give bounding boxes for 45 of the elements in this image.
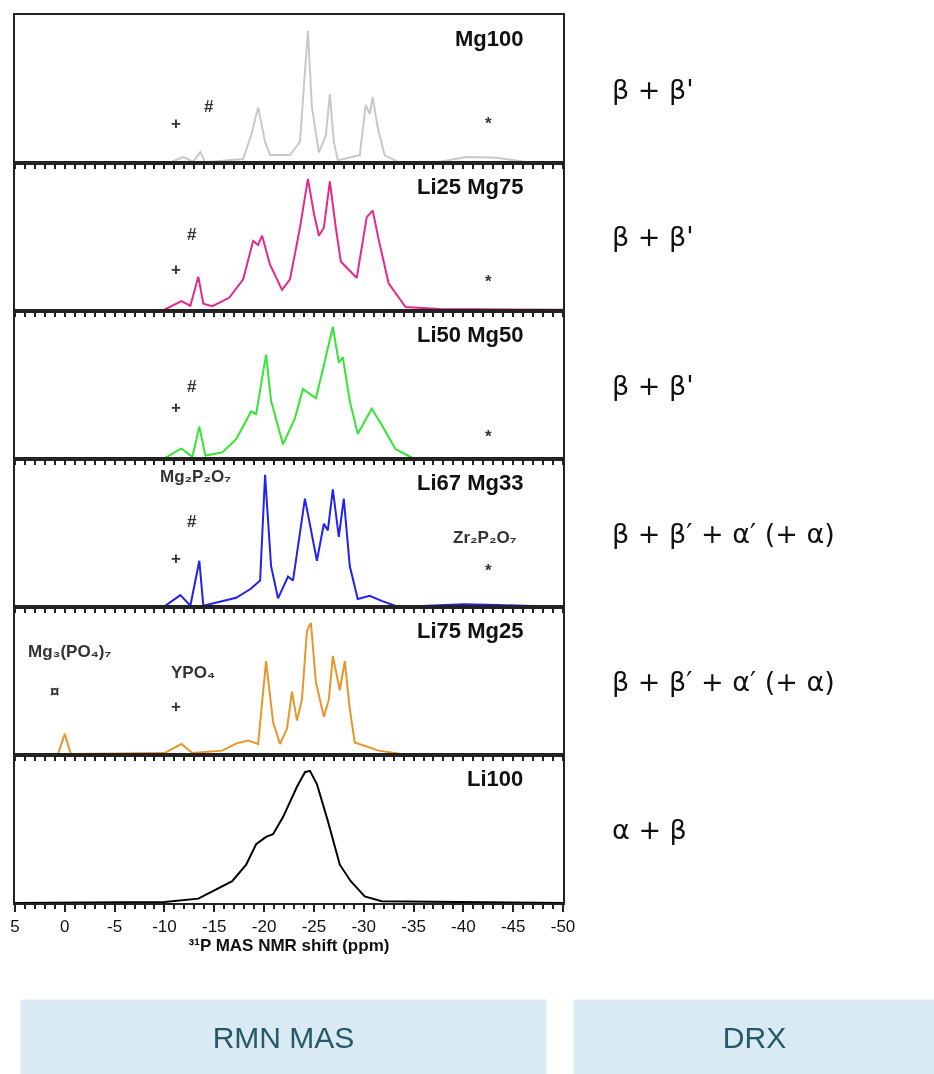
x-tick-label: -10 <box>152 917 177 937</box>
annotation: + <box>171 260 181 279</box>
text: α + β <box>612 814 687 845</box>
annotation: # <box>204 97 214 116</box>
annotation: * <box>485 561 492 580</box>
x-tick-label: -40 <box>451 917 476 937</box>
annotation: + <box>171 697 181 716</box>
annotation: # <box>187 225 197 244</box>
annotation: + <box>171 114 181 133</box>
text: DRX <box>722 1020 787 1054</box>
chart-title: Mg100 <box>455 26 524 51</box>
x-tick-label: -5 <box>107 917 123 937</box>
annotation: ¤ <box>50 682 60 701</box>
x-tick-label: -50 <box>550 917 576 937</box>
text: β + β' <box>612 370 694 401</box>
annotation: Zr₂P₂O₇ <box>453 528 517 547</box>
chart-title: Li25 Mg75 <box>417 174 524 199</box>
text: β + β′ + α′ (+ α) <box>612 666 835 697</box>
x-tick-label: -15 <box>201 917 227 937</box>
chart-title: Li50 Mg50 <box>417 322 524 347</box>
chart-title: Li75 Mg25 <box>417 618 524 643</box>
annotation: * <box>485 114 492 133</box>
annotation: + <box>171 398 181 417</box>
x-axis-title: ³¹P MAS NMR shift (ppm) <box>188 936 390 956</box>
x-tick-label: -45 <box>500 917 526 937</box>
text: β + β' <box>612 221 694 252</box>
annotation: * <box>485 427 492 446</box>
chart-title: Li67 Mg33 <box>417 470 524 495</box>
x-tick-label: -25 <box>301 917 327 937</box>
x-tick-label: -35 <box>401 917 426 937</box>
chart-title: Li100 <box>467 766 524 791</box>
x-tick-label: -30 <box>351 917 377 937</box>
annotation: YPO₄ <box>171 663 216 682</box>
x-tick-label: 5 <box>10 917 20 937</box>
annotation: # <box>187 377 197 396</box>
annotation: + <box>171 549 181 568</box>
annotation: Mg₂P₂O₇ <box>160 467 232 486</box>
x-tick-label: -20 <box>251 917 277 937</box>
x-tick-label: 0 <box>60 917 70 937</box>
text: β + β' <box>612 74 694 105</box>
text: β + β′ + α′ (+ α) <box>612 518 835 549</box>
text: RMN MAS <box>212 1020 355 1054</box>
annotation: * <box>485 272 492 291</box>
annotation: # <box>187 512 197 531</box>
annotation: Mg₃(PO₄)₇ <box>28 642 112 661</box>
